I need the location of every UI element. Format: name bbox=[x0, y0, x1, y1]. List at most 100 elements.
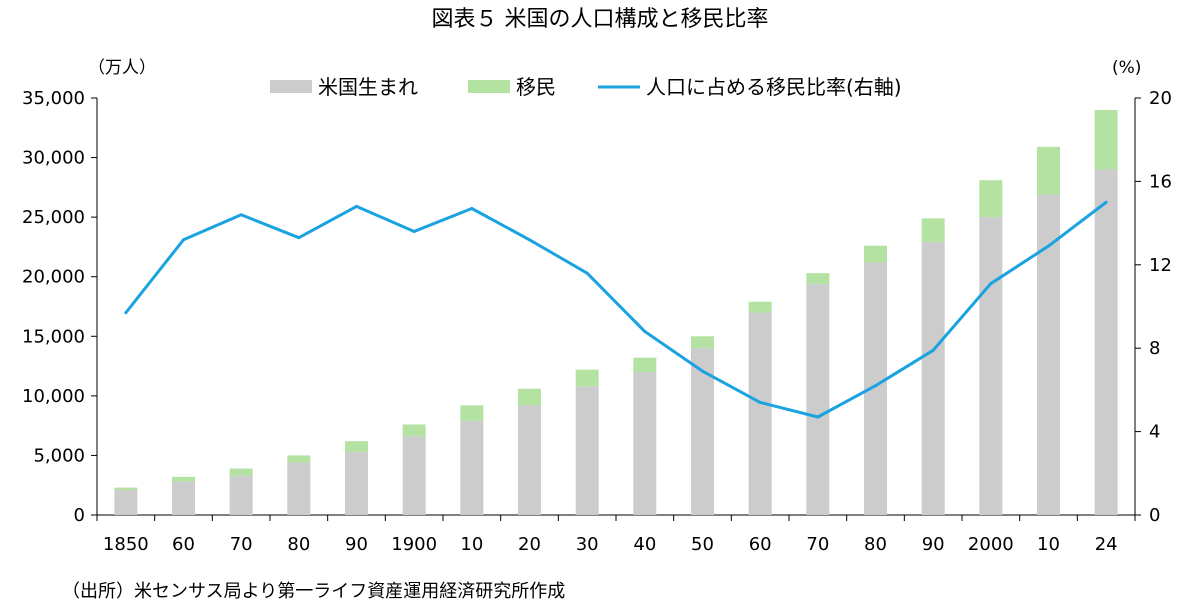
y-right-tick-label: 0 bbox=[1149, 505, 1160, 526]
bar-native-born bbox=[460, 420, 484, 515]
x-tick-label: 50 bbox=[691, 534, 714, 555]
y-right-tick-label: 8 bbox=[1149, 338, 1160, 359]
x-tick-label: 20 bbox=[518, 534, 541, 555]
bar-native-born bbox=[921, 242, 945, 516]
x-tick-label: 40 bbox=[633, 534, 656, 555]
bar-native-born bbox=[1037, 194, 1060, 515]
y-left-tick-label: 10,000 bbox=[22, 386, 85, 407]
legend-label-native: 米国生まれ bbox=[318, 75, 418, 99]
immigrant-ratio-point bbox=[182, 238, 185, 242]
x-tick-label: 60 bbox=[172, 534, 195, 555]
y-right-tick-label: 4 bbox=[1149, 422, 1160, 443]
y-right-tick-label: 20 bbox=[1149, 88, 1172, 109]
x-tick-label: 24 bbox=[1095, 534, 1118, 555]
y-left-tick-label: 5,000 bbox=[33, 445, 85, 466]
bar-immigrant bbox=[806, 273, 830, 284]
bar-immigrant bbox=[1094, 109, 1118, 170]
bar-immigrant bbox=[172, 476, 195, 482]
y-left-unit: （万人） bbox=[88, 58, 156, 78]
legend: 米国生まれ 移民 人口に占める移民比率(右軸) bbox=[270, 75, 902, 99]
bar-native-born bbox=[345, 451, 368, 515]
bar-immigrant bbox=[691, 336, 714, 349]
x-tick-label: 2000 bbox=[968, 534, 1014, 555]
y-left-tick-label: 15,000 bbox=[22, 326, 85, 347]
immigrant-ratio-point bbox=[758, 400, 762, 404]
legend-label-immigrant: 移民 bbox=[516, 75, 556, 99]
immigrant-ratio-point bbox=[297, 236, 301, 240]
bar-immigrant bbox=[402, 424, 426, 437]
bar-immigrant bbox=[114, 487, 138, 490]
bar-native-born bbox=[748, 312, 772, 515]
x-tick-label: 70 bbox=[806, 534, 829, 555]
bar-immigrant bbox=[575, 369, 599, 387]
y-left-tick-label: 30,000 bbox=[22, 148, 85, 169]
y-left-tick-label: 25,000 bbox=[22, 207, 85, 228]
chart-title: 図表５ 米国の人口構成と移民比率 bbox=[432, 7, 769, 32]
immigrant-ratio-point bbox=[643, 330, 647, 334]
bar-native-born bbox=[114, 489, 138, 515]
bar-native-born bbox=[402, 436, 426, 515]
x-tick-label: 10 bbox=[1037, 534, 1060, 555]
bar-immigrant bbox=[1037, 146, 1060, 195]
bar-immigrant bbox=[864, 245, 887, 263]
x-tick-label: 70 bbox=[230, 534, 253, 555]
x-tick-label: 60 bbox=[749, 534, 772, 555]
immigrant-ratio-point bbox=[355, 204, 358, 208]
immigrant-ratio-point bbox=[1047, 244, 1050, 248]
y-right-tick-label: 12 bbox=[1149, 255, 1172, 276]
axes: 0 5,000 10,000 15,000 20,000 25,000 30,000 35,0… bbox=[22, 88, 1172, 555]
immigrant-ratio-point bbox=[816, 415, 820, 419]
bar-native-born bbox=[691, 348, 714, 515]
bar-native-born bbox=[864, 262, 887, 515]
x-tick-label: 30 bbox=[576, 534, 599, 555]
immigrant-ratio-line bbox=[124, 201, 1108, 419]
y-left-tick-label: 35,000 bbox=[22, 88, 85, 109]
x-tick-label: 10 bbox=[460, 534, 483, 555]
y-right-tick-label: 16 bbox=[1149, 171, 1172, 192]
bar-immigrant bbox=[748, 301, 772, 313]
x-tick-label: 80 bbox=[287, 534, 310, 555]
bar-native-born bbox=[633, 372, 657, 515]
bar-immigrant bbox=[287, 455, 311, 463]
x-tick-label: 1900 bbox=[391, 534, 437, 555]
bar-immigrant bbox=[345, 441, 368, 452]
immigrant-ratio-point bbox=[989, 282, 993, 286]
x-tick-label: 90 bbox=[345, 534, 368, 555]
legend-swatch-native bbox=[270, 80, 312, 93]
x-tick-label: 1850 bbox=[103, 534, 149, 555]
x-tick-label: 80 bbox=[864, 534, 887, 555]
immigrant-ratio-point bbox=[931, 348, 935, 352]
bar-immigrant bbox=[921, 218, 945, 243]
source-note: （出所）米センサス局より第一ライフ資産運用経済研究所作成 bbox=[62, 581, 565, 602]
immigrant-ratio-point bbox=[124, 311, 128, 315]
bar-immigrant bbox=[518, 388, 541, 406]
bar-native-born bbox=[806, 283, 830, 515]
bar-native-born bbox=[979, 217, 1003, 515]
bar-native-born bbox=[172, 481, 195, 515]
legend-label-ratio: 人口に占める移民比率(右軸) bbox=[646, 75, 902, 99]
bar-immigrant bbox=[229, 468, 253, 476]
immigrant-ratio-point bbox=[412, 229, 416, 233]
bar-immigrant bbox=[460, 405, 484, 421]
y-left-tick-label: 20,000 bbox=[22, 267, 85, 288]
immigrant-ratio-point bbox=[701, 369, 704, 373]
ratio-line-layer bbox=[124, 200, 1108, 419]
bar-immigrant bbox=[979, 180, 1003, 218]
immigrant-ratio-point bbox=[239, 213, 243, 217]
y-left-tick-label: 0 bbox=[74, 505, 85, 526]
immigrant-ratio-point bbox=[470, 207, 474, 211]
bar-native-born bbox=[287, 462, 311, 515]
bar-native-born bbox=[518, 405, 541, 515]
bar-native-born bbox=[575, 386, 599, 515]
immigrant-ratio-point bbox=[528, 238, 531, 242]
bar-immigrant bbox=[633, 357, 657, 373]
immigrant-ratio-point bbox=[874, 384, 877, 388]
immigrant-ratio-point bbox=[1104, 200, 1108, 204]
bar-native-born bbox=[229, 475, 253, 515]
immigrant-ratio-point bbox=[585, 271, 589, 275]
y-right-unit: (%) bbox=[1112, 58, 1141, 78]
legend-swatch-immigrant bbox=[468, 80, 510, 93]
bar-native-born bbox=[1094, 169, 1118, 515]
x-tick-label: 90 bbox=[922, 534, 945, 555]
